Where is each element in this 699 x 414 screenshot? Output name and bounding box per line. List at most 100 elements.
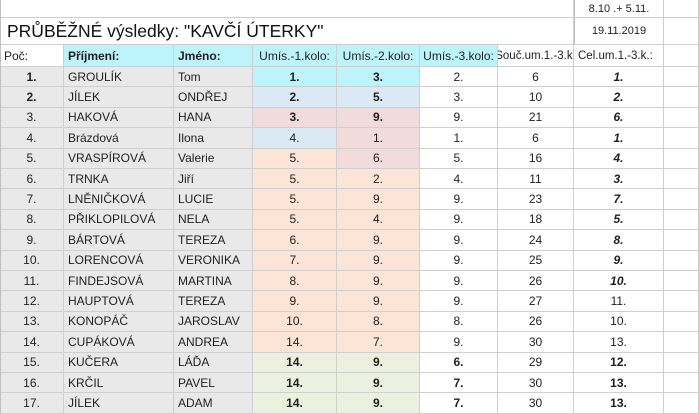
first-name-cell[interactable]: NELA <box>174 209 253 231</box>
round1-cell[interactable]: 8. <box>253 271 337 292</box>
round3-cell[interactable]: 9. <box>420 291 498 312</box>
round3-cell[interactable]: 1. <box>420 128 498 149</box>
surname-cell[interactable]: JÍLEK <box>64 87 174 108</box>
first-name-cell[interactable]: JAROSLAV <box>174 311 253 333</box>
round2-cell[interactable]: 3. <box>337 67 420 88</box>
round1-cell[interactable]: 14. <box>253 393 337 414</box>
total-rank-cell[interactable]: 1. <box>574 128 664 149</box>
total-rank-cell[interactable]: 5. <box>574 209 664 231</box>
sum-cell[interactable]: 29 <box>498 352 574 373</box>
surname-cell[interactable]: TRNKA <box>64 169 174 190</box>
round3-cell[interactable]: 9. <box>420 332 498 353</box>
blank-cell[interactable] <box>664 209 699 231</box>
row-number-cell[interactable]: 17. <box>0 393 64 414</box>
round1-cell[interactable]: 5. <box>253 189 337 210</box>
round3-cell[interactable]: 7. <box>420 393 498 414</box>
round2-cell[interactable]: 9. <box>337 393 420 414</box>
round2-cell[interactable]: 9. <box>337 189 420 210</box>
blank-cell[interactable] <box>664 148 699 169</box>
round2-cell[interactable]: 9. <box>337 107 420 129</box>
first-name-cell[interactable]: Ilona <box>174 128 253 149</box>
round2-cell[interactable]: 5. <box>337 87 420 108</box>
row-number-cell[interactable]: 16. <box>0 373 64 394</box>
blank-cell[interactable] <box>664 107 699 129</box>
round2-cell[interactable]: 8. <box>337 311 420 333</box>
blank-cell[interactable] <box>664 87 699 108</box>
sum-cell[interactable]: 26 <box>498 271 574 292</box>
round2-cell[interactable]: 4. <box>337 209 420 231</box>
round1-cell[interactable]: 3. <box>253 107 337 129</box>
col-header-celkem[interactable]: Cel.um.1.-3.k.: <box>574 45 664 67</box>
blank-cell[interactable] <box>664 271 699 292</box>
blank-cell[interactable] <box>664 169 699 190</box>
total-rank-cell[interactable]: 13. <box>574 393 664 414</box>
first-name-cell[interactable]: TEREZA <box>174 230 253 251</box>
total-rank-cell[interactable]: 7. <box>574 189 664 210</box>
sum-cell[interactable]: 16 <box>498 148 574 169</box>
round1-cell[interactable]: 14. <box>253 332 337 353</box>
col-header-prijmeni[interactable]: Příjmení: <box>64 45 174 67</box>
surname-cell[interactable]: LNĚNIČKOVÁ <box>64 189 174 210</box>
surname-cell[interactable]: HAUPTOVÁ <box>64 291 174 312</box>
sum-cell[interactable]: 21 <box>498 107 574 129</box>
blank-cell[interactable] <box>498 18 574 45</box>
blank-cell[interactable] <box>664 67 699 88</box>
total-rank-cell[interactable]: 6. <box>574 107 664 129</box>
first-name-cell[interactable]: VERONIKA <box>174 250 253 271</box>
row-number-cell[interactable]: 7. <box>0 189 64 210</box>
blank-cell[interactable] <box>0 0 498 18</box>
sheet-title[interactable]: PRŮBĚŽNÉ výsledky: "KAVČÍ ÚTERKY" <box>0 18 498 45</box>
blank-cell[interactable] <box>664 18 699 45</box>
row-number-cell[interactable]: 3. <box>0 107 64 129</box>
date-cell[interactable]: 19.11.2019 <box>574 18 664 45</box>
round1-cell[interactable]: 14. <box>253 373 337 394</box>
blank-cell[interactable] <box>664 250 699 271</box>
blank-cell[interactable] <box>664 332 699 353</box>
round3-cell[interactable]: 2. <box>420 67 498 88</box>
round1-cell[interactable]: 5. <box>253 209 337 231</box>
sum-cell[interactable]: 6 <box>498 128 574 149</box>
row-number-cell[interactable]: 15. <box>0 352 64 373</box>
round2-cell[interactable]: 9. <box>337 291 420 312</box>
surname-cell[interactable]: FINDEJSOVÁ <box>64 271 174 292</box>
surname-cell[interactable]: KRČIL <box>64 373 174 394</box>
round2-cell[interactable]: 9. <box>337 373 420 394</box>
surname-cell[interactable]: Brázdová <box>64 128 174 149</box>
round1-cell[interactable]: 10. <box>253 311 337 333</box>
first-name-cell[interactable]: LUCIE <box>174 189 253 210</box>
round1-cell[interactable]: 6. <box>253 230 337 251</box>
row-number-cell[interactable]: 13. <box>0 311 64 333</box>
round2-cell[interactable]: 1. <box>337 128 420 149</box>
surname-cell[interactable]: JÍLEK <box>64 393 174 414</box>
total-rank-cell[interactable]: 9. <box>574 250 664 271</box>
row-number-cell[interactable]: 4. <box>0 128 64 149</box>
round1-cell[interactable]: 7. <box>253 250 337 271</box>
first-name-cell[interactable]: LÁĎA <box>174 352 253 373</box>
first-name-cell[interactable]: Jiří <box>174 169 253 190</box>
sum-cell[interactable]: 18 <box>498 209 574 231</box>
total-rank-cell[interactable]: 10. <box>574 271 664 292</box>
date-range-cell[interactable]: 8.10 .+ 5.11. <box>574 0 664 18</box>
blank-cell[interactable] <box>664 45 699 67</box>
first-name-cell[interactable]: HANA <box>174 107 253 129</box>
col-header-kolo3[interactable]: Umís.-3.kolo: <box>420 45 498 67</box>
blank-cell[interactable] <box>664 393 699 414</box>
round2-cell[interactable]: 6. <box>337 148 420 169</box>
sum-cell[interactable]: 23 <box>498 189 574 210</box>
col-header-kolo2[interactable]: Umís.-2.kolo: <box>337 45 420 67</box>
col-header-kolo1[interactable]: Umís.-1.kolo: <box>253 45 337 67</box>
round3-cell[interactable]: 9. <box>420 250 498 271</box>
surname-cell[interactable]: LORENCOVÁ <box>64 250 174 271</box>
round3-cell[interactable]: 9. <box>420 271 498 292</box>
surname-cell[interactable]: PŘIKLOPILOVÁ <box>64 209 174 231</box>
first-name-cell[interactable]: Valerie <box>174 148 253 169</box>
col-header-soucet[interactable]: Souč.um.1.-3.k. <box>498 45 574 67</box>
round2-cell[interactable]: 7. <box>337 332 420 353</box>
first-name-cell[interactable]: MARTINA <box>174 271 253 292</box>
sum-cell[interactable]: 27 <box>498 291 574 312</box>
round2-cell[interactable]: 9. <box>337 352 420 373</box>
round3-cell[interactable]: 5. <box>420 148 498 169</box>
round1-cell[interactable]: 14. <box>253 352 337 373</box>
surname-cell[interactable]: VRASPÍROVÁ <box>64 148 174 169</box>
row-number-cell[interactable]: 12. <box>0 291 64 312</box>
